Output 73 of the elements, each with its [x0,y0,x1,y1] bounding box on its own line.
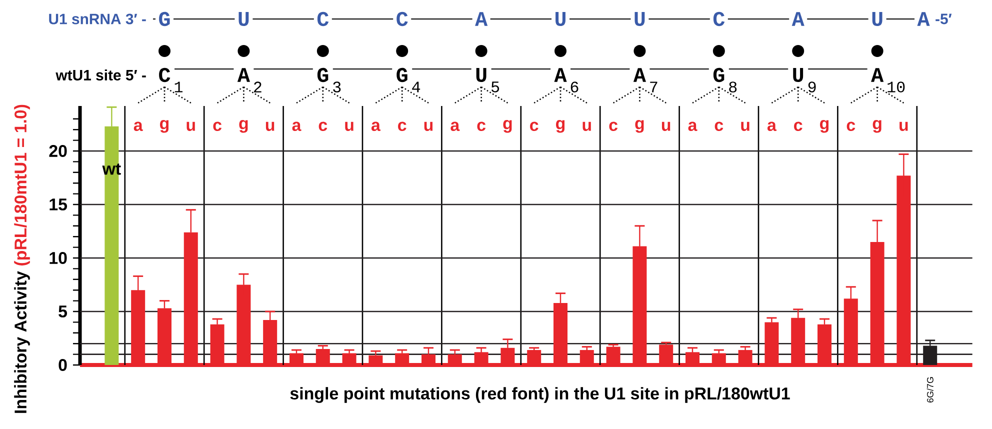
text: A [633,68,646,82]
x-tick-label: 6G/7G [926,377,934,402]
x-tick-label: a [450,122,460,132]
x-tick-label: u [900,122,908,131]
text: A [237,68,250,82]
x-tick-label: c [846,122,856,132]
x-tick-label: c [398,122,406,132]
x-tick-label: g [556,120,565,133]
x-tick-label: g [503,120,512,133]
text: U [793,68,804,82]
x-tick-label: a [767,122,777,132]
x-tick-label: c [794,122,802,132]
x-tick-label: g [820,120,829,133]
x-axis-title: single point mutations (red font) in the U1 site in pRL/180wtU1 [290,387,790,403]
y-tick-label: 5 [58,306,68,318]
x-tick-label: u [424,122,433,131]
text: U [238,12,249,26]
x-tick-label: a [292,122,302,132]
text: A [792,12,804,26]
text: 6 [570,82,578,92]
x-tick-label: c [609,122,618,132]
x-tick-label: c [714,122,724,132]
text: 7 [650,82,658,92]
text: A [871,68,884,82]
x-tick-label: a [371,122,381,132]
text: G [159,12,170,26]
x-tick-label: u [662,122,670,131]
text: 4 [412,82,420,92]
x-tick-label: g [635,120,644,133]
text: wtU1 site 5′ - [56,70,146,80]
text: C [159,68,170,82]
x-tick-label: c [318,122,328,132]
x-tick-label: u [582,122,591,131]
text: A [917,12,930,26]
text: 9 [808,82,816,92]
text: 10 [888,82,905,92]
x-tick-label: c [477,122,486,132]
text: (pRL/180mtU1 = 1.0) [14,104,30,266]
x-tick-label: u [345,122,354,131]
x-tick-label: a [134,122,143,132]
y-tick-label: 15 [50,198,68,210]
text: G [396,68,408,82]
text: 8 [729,82,737,92]
x-tick-label: u [186,122,195,131]
y-tick-label: 0 [58,359,67,371]
text: C [396,12,408,26]
text: U [634,12,645,26]
text: C [317,12,329,26]
x-tick-label: c [530,122,538,132]
text: 2 [254,82,262,92]
x-tick-label: a [688,122,698,132]
text: 1 [174,82,182,92]
text: U [476,68,486,82]
text: G [317,68,328,82]
y-tick-label: 20 [49,145,67,157]
y-axis-title: Inhibitory Activity [14,271,30,413]
x-tick-label: g [160,120,169,133]
text: 3 [333,82,341,92]
text: -5′ [936,14,952,24]
x-tick-label: g [872,120,882,133]
text: C [713,12,725,26]
text: 5 [492,82,500,92]
text: U [872,12,882,26]
text: U1 snRNA 3′ - [49,14,146,24]
y-tick-label: 10 [50,252,67,264]
text: A [554,68,567,82]
x-tick-label: u [741,122,750,131]
text: A [475,12,488,26]
x-tick-label: c [213,122,222,132]
x-tick-label: g [239,120,248,133]
text: U [556,12,566,26]
x-tick-label: u [266,122,274,131]
text: G [713,68,724,82]
